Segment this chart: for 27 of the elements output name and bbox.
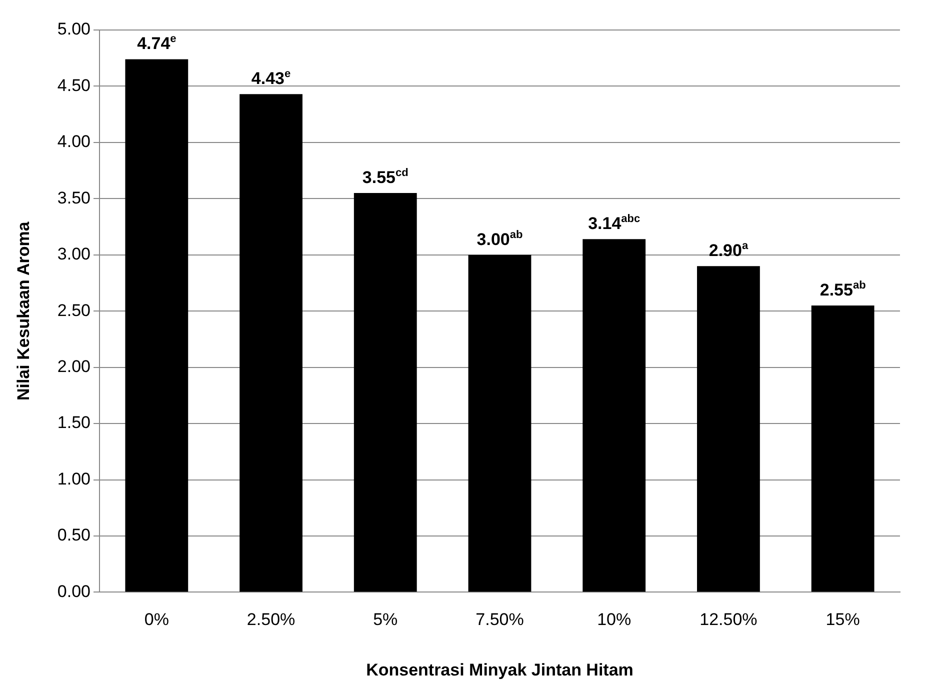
- y-tick-label: 5.00: [57, 20, 90, 39]
- bar: [582, 239, 646, 592]
- y-tick-label: 2.50: [57, 300, 90, 320]
- y-tick-label: 4.50: [57, 76, 90, 95]
- y-tick-label: 0.00: [57, 582, 90, 601]
- x-tick-label: 15%: [826, 610, 860, 630]
- x-tick-label: 2.50%: [246, 610, 296, 630]
- y-tick-label: 3.50: [57, 188, 90, 208]
- y-tick-label: 2.00: [57, 357, 90, 376]
- x-tick-label: 12.50%: [700, 610, 758, 630]
- bar: [468, 254, 532, 592]
- bar: [354, 193, 417, 592]
- x-tick-label: 10%: [597, 610, 632, 630]
- y-tick-label: 3.00: [57, 244, 90, 264]
- bar: [697, 266, 760, 592]
- x-tick-label: 5%: [373, 610, 398, 630]
- bar: [811, 305, 874, 592]
- x-axis-title: Konsentrasi Minyak Jintan Hitam: [366, 660, 634, 680]
- y-tick-label: 1.00: [57, 469, 90, 488]
- x-tick-label: 0%: [144, 610, 169, 630]
- x-tick-label: 7.50%: [476, 610, 524, 630]
- y-axis-title: Nilai Kesukaan Aroma: [14, 221, 33, 401]
- y-tick-label: 0.50: [57, 526, 90, 545]
- y-tick-label: 4.00: [57, 132, 90, 152]
- bar: [125, 59, 188, 592]
- y-tick-label: 1.50: [57, 413, 90, 432]
- bar: [240, 94, 302, 592]
